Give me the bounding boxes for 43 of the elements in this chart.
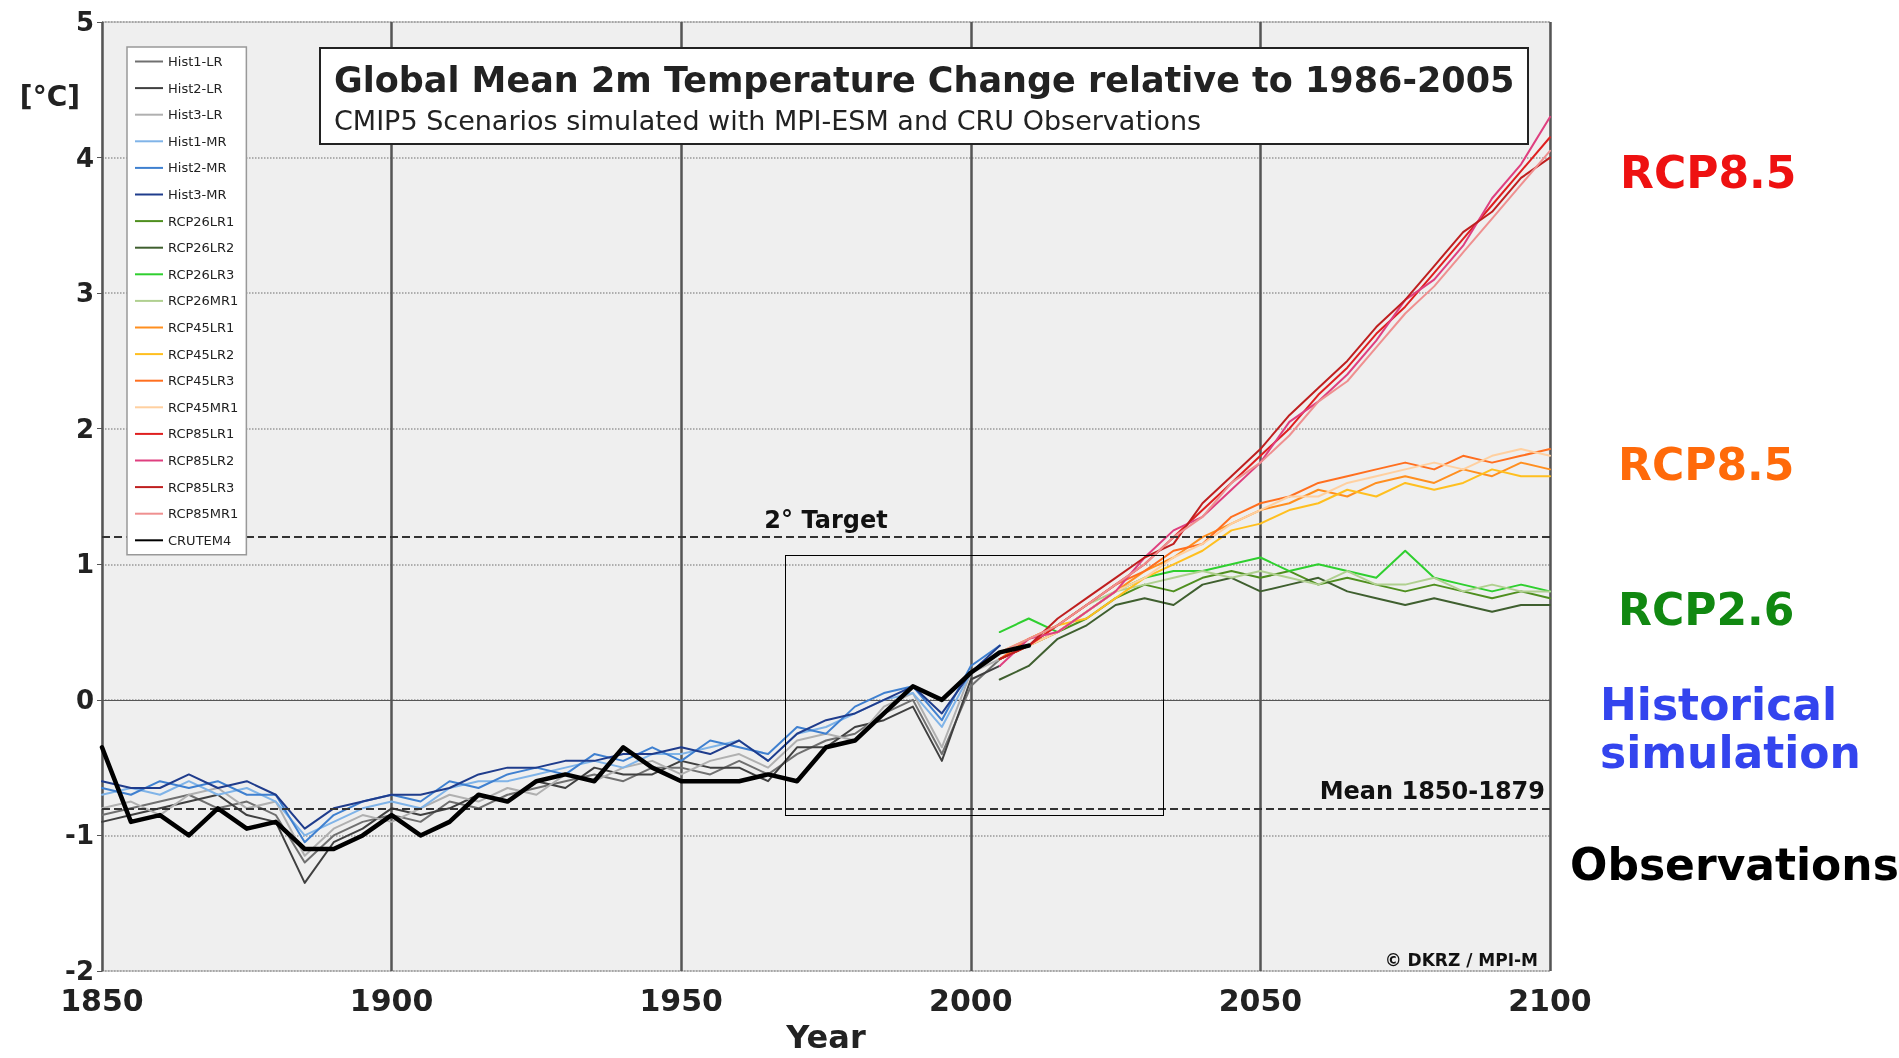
- text: Observations: [1570, 838, 1899, 890]
- legend-label: Hist1-MR: [168, 133, 227, 149]
- ref-line-label: 2° Target: [764, 506, 888, 535]
- text: RCP2.6: [1618, 583, 1795, 635]
- legend-label: Hist2-MR: [168, 160, 227, 176]
- legend-label: RCP45LR2: [168, 346, 235, 362]
- x-tick-label: 1900: [349, 982, 434, 1018]
- legend-label: CRUTEM4: [168, 532, 232, 548]
- y-tick-label: 2: [75, 413, 94, 444]
- legend-label: RCP85LR1: [168, 426, 235, 442]
- legend-label: RCP45MR1: [168, 399, 239, 415]
- y-axis-title: [°C]: [19, 79, 80, 113]
- text: Historical simulation: [1600, 678, 1861, 779]
- legend-label: RCP26LR3: [168, 266, 235, 282]
- text: CMIP5 Scenarios simulated with MPI-ESM and CRU Observations: [334, 105, 1202, 136]
- x-tick-label: 2100: [1508, 982, 1592, 1018]
- text: Global Mean 2m Temperature Change relative to 1986-2005: [334, 59, 1515, 100]
- legend-label: Hist3-LR: [168, 107, 223, 123]
- y-tick-label: 4: [75, 142, 94, 173]
- x-tick-label: 2050: [1218, 982, 1303, 1018]
- legend-label: RCP85MR1: [168, 506, 239, 522]
- legend-label: RCP45LR3: [168, 373, 235, 389]
- legend-label: RCP85LR2: [168, 453, 235, 468]
- y-tick-label: 0: [75, 684, 94, 715]
- legend-label: RCP26MR1: [168, 293, 239, 309]
- x-tick-label: 1950: [639, 982, 723, 1018]
- x-axis-title: Year: [785, 1018, 866, 1056]
- legend-label: RCP26LR1: [168, 213, 235, 229]
- x-tick-label: 2000: [929, 982, 1013, 1018]
- legend-label: RCP26LR2: [168, 240, 235, 256]
- text: RCP8.5: [1618, 438, 1795, 490]
- legend-label: Hist1-LR: [168, 54, 223, 69]
- y-tick-label: -1: [65, 820, 94, 851]
- y-tick-label: 5: [75, 7, 94, 37]
- legend-label: Hist2-LR: [168, 80, 223, 96]
- legend-label: RCP85LR3: [168, 479, 235, 495]
- text: RCP8.5: [1620, 146, 1797, 198]
- ref-line-label: Mean 1850-1879: [1319, 777, 1545, 806]
- annotation: © DKRZ / MPI-M: [1384, 949, 1538, 970]
- y-tick-label: 3: [75, 278, 94, 309]
- y-tick-label: 1: [75, 549, 94, 580]
- legend-label: RCP45LR1: [168, 320, 235, 335]
- legend-label: Hist3-MR: [168, 187, 227, 202]
